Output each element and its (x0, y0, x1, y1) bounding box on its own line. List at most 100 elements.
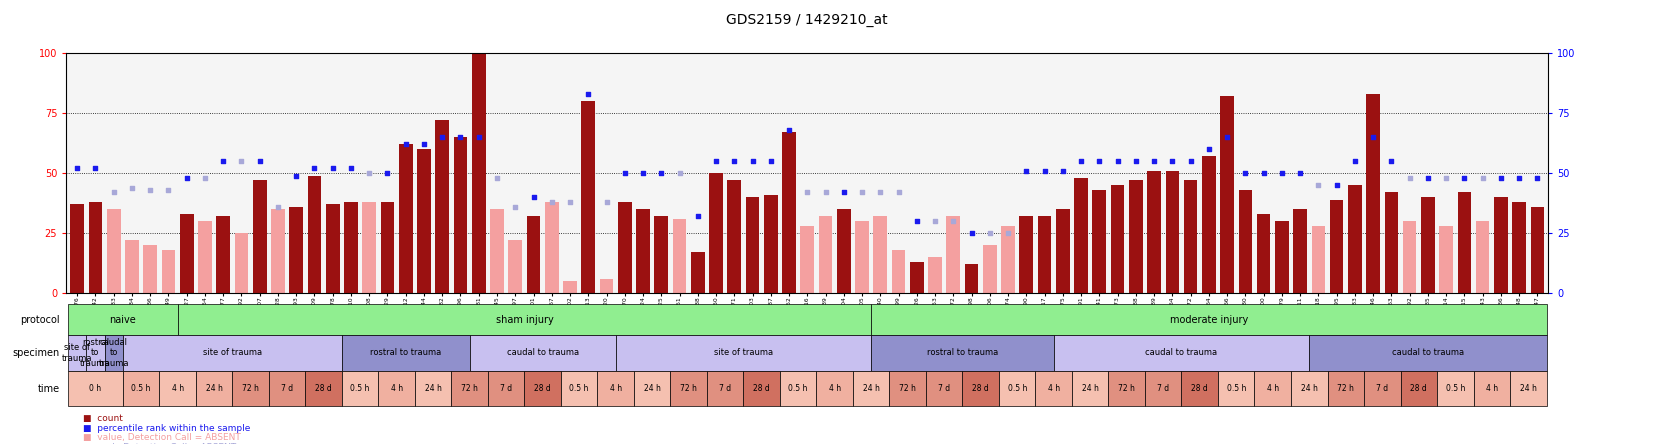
Bar (745, 197, 760, 293)
Point (647, 170, 674, 177)
Point (1158, 158, 1185, 165)
Bar (928, 257, 942, 293)
Text: 72 h: 72 h (680, 384, 697, 393)
Text: 0.5 h: 0.5 h (569, 384, 589, 393)
Point (1231, 170, 1258, 177)
Point (756, 158, 783, 165)
Bar (1456, 192, 1470, 293)
Bar (199, 221, 212, 293)
Point (995, 230, 1021, 237)
Point (137, 186, 164, 194)
Point (447, 134, 473, 141)
Bar (727, 180, 741, 293)
Bar (435, 120, 449, 293)
Point (1395, 174, 1422, 182)
Text: 24 h: 24 h (205, 384, 222, 393)
Bar (453, 137, 467, 293)
Point (1013, 167, 1039, 174)
Bar (1183, 180, 1197, 293)
Bar (1238, 190, 1251, 293)
Text: ■  count: ■ count (83, 414, 122, 423)
Point (1468, 174, 1494, 182)
Point (922, 218, 948, 225)
Point (356, 170, 382, 177)
Bar (1511, 202, 1524, 293)
Bar (654, 216, 667, 293)
Text: 4 h: 4 h (391, 384, 402, 393)
Bar (799, 226, 814, 293)
Bar (508, 240, 521, 293)
Point (849, 189, 875, 196)
Bar (126, 240, 139, 293)
Bar (1438, 226, 1451, 293)
Point (1413, 174, 1440, 182)
Text: 24 h: 24 h (424, 384, 442, 393)
Text: 0.5 h: 0.5 h (788, 384, 808, 393)
Point (1322, 182, 1349, 189)
Text: ■  rank, Detection Call = ABSENT: ■ rank, Detection Call = ABSENT (83, 443, 235, 444)
Point (1104, 158, 1130, 165)
Bar (417, 149, 430, 293)
Point (1486, 174, 1513, 182)
Bar (162, 250, 175, 293)
Point (1450, 174, 1476, 182)
Point (940, 218, 967, 225)
Text: sham injury: sham injury (495, 315, 553, 325)
Bar (308, 175, 321, 293)
Bar (1256, 214, 1269, 293)
Point (831, 189, 857, 196)
Text: 28 d: 28 d (753, 384, 770, 393)
Text: 28 d: 28 d (971, 384, 988, 393)
Bar (1147, 171, 1160, 293)
Bar (1402, 221, 1415, 293)
Point (775, 127, 801, 134)
Bar (1129, 180, 1142, 293)
Bar (672, 219, 685, 293)
Point (574, 91, 601, 98)
Point (228, 158, 255, 165)
Bar (1420, 197, 1433, 293)
Point (867, 189, 894, 196)
Bar (1384, 192, 1397, 293)
Bar (235, 233, 248, 293)
Point (1432, 174, 1458, 182)
Point (592, 198, 619, 206)
Text: site of
trauma: site of trauma (61, 343, 93, 363)
Point (83, 165, 109, 172)
Point (483, 174, 510, 182)
Point (247, 158, 273, 165)
Point (885, 189, 912, 196)
Point (1177, 158, 1203, 165)
Point (1304, 182, 1331, 189)
Bar (1347, 185, 1360, 293)
Bar (1293, 209, 1306, 293)
Bar (1092, 190, 1106, 293)
Bar (599, 279, 612, 293)
Point (374, 170, 401, 177)
Text: protocol: protocol (20, 315, 60, 325)
Text: 24 h: 24 h (862, 384, 879, 393)
Bar (1074, 178, 1087, 293)
Point (813, 189, 839, 196)
Bar (472, 53, 485, 293)
Point (283, 172, 309, 179)
Text: 4 h: 4 h (609, 384, 621, 393)
Bar (399, 144, 412, 293)
Text: 0.5 h: 0.5 h (1445, 384, 1465, 393)
Text: 7 d: 7 d (500, 384, 511, 393)
Text: 72 h: 72 h (460, 384, 478, 393)
Text: 0 h: 0 h (89, 384, 101, 393)
Point (319, 165, 346, 172)
Point (301, 165, 328, 172)
Bar (781, 132, 796, 293)
Point (665, 170, 692, 177)
Bar (947, 216, 960, 293)
Bar (1365, 94, 1379, 293)
Bar (1311, 226, 1324, 293)
Bar (381, 202, 394, 293)
Bar (253, 180, 266, 293)
Point (65, 165, 91, 172)
Bar (872, 216, 887, 293)
Bar (1529, 207, 1544, 293)
Point (794, 189, 821, 196)
